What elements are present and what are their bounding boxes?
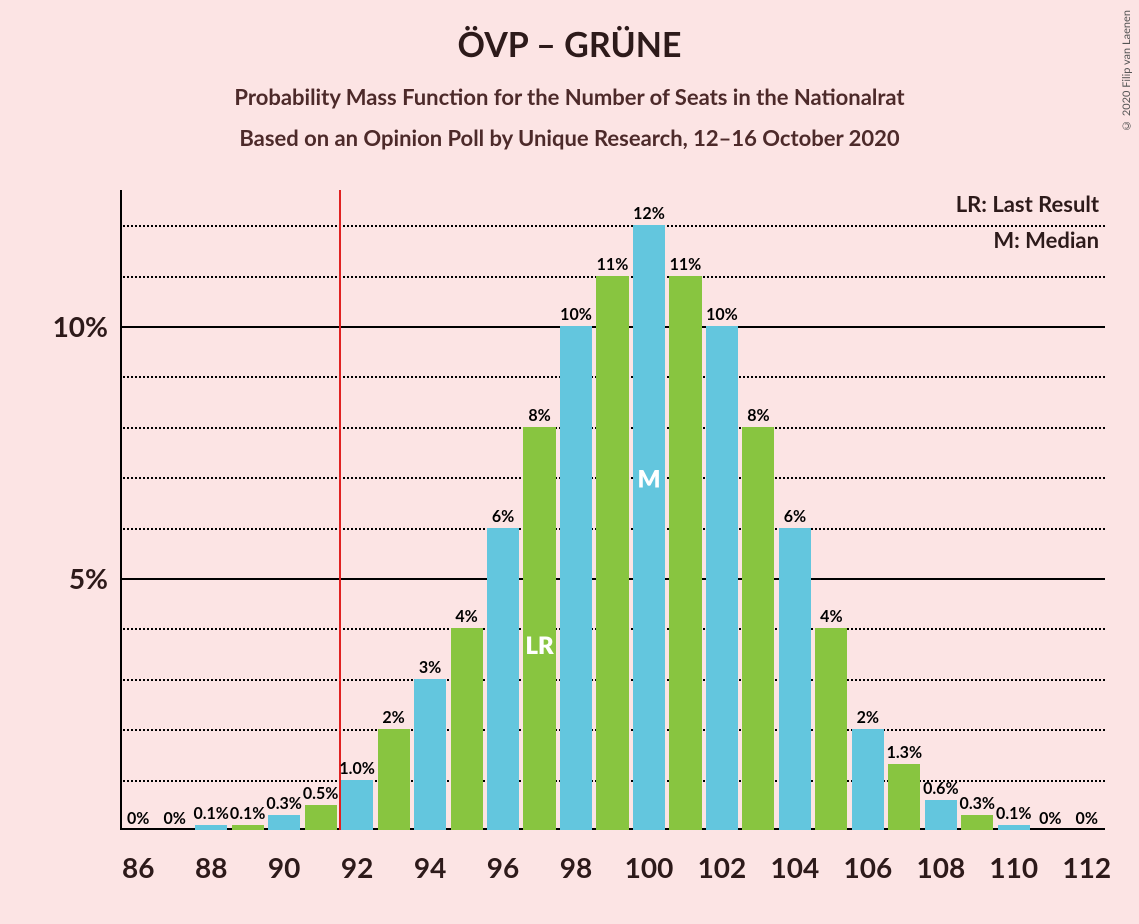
bar-value-label: 0.1% — [230, 804, 265, 825]
bar-value-label: 0% — [1039, 809, 1061, 830]
x-axis-tick-label: 104 — [771, 830, 820, 884]
bar-inner-label: M — [637, 465, 660, 494]
legend-last-result: LR: Last Result — [956, 190, 1099, 217]
bar: 1.0% — [341, 780, 373, 830]
bar: 0.3% — [961, 815, 993, 830]
bar: 1.3% — [888, 764, 920, 830]
bar-value-label: 1.0% — [339, 759, 374, 780]
bar: 6% — [779, 528, 811, 830]
bar: 2% — [378, 729, 410, 830]
bar-value-label: 4% — [820, 607, 842, 628]
bar: 0.3% — [268, 815, 300, 830]
bar-value-label: 2% — [857, 708, 879, 729]
y-axis-line — [120, 190, 122, 830]
bar: 10% — [706, 326, 738, 830]
x-axis-tick-label: 108 — [916, 830, 965, 884]
bar-value-label: 8% — [528, 406, 550, 427]
bar-value-label: 8% — [747, 406, 769, 427]
plot-area: LR: Last Result M: Median 5%10%0%0%0.1%0… — [120, 200, 1105, 830]
x-axis-tick-label: 106 — [843, 830, 892, 884]
bar: 4% — [451, 628, 483, 830]
bar-value-label: 11% — [597, 255, 629, 276]
bar-value-label: 10% — [560, 305, 592, 326]
bar: 12%M — [633, 225, 665, 830]
bar-value-label: 0.1% — [193, 804, 228, 825]
bar: 6% — [487, 528, 519, 830]
x-axis-tick-label: 100 — [625, 830, 674, 884]
bar-value-label: 4% — [455, 607, 477, 628]
bar: 2% — [852, 729, 884, 830]
bar: 8%LR — [523, 427, 555, 830]
bar: 3% — [414, 679, 446, 830]
x-axis-tick-label: 96 — [487, 830, 519, 884]
gridline-minor — [120, 225, 1105, 227]
bar-value-label: 0.5% — [303, 784, 338, 805]
bar-value-label: 0.1% — [996, 804, 1031, 825]
bar: 0.6% — [925, 800, 957, 830]
x-axis-tick-label: 86 — [122, 830, 154, 884]
bar-value-label: 10% — [706, 305, 738, 326]
x-axis-tick-label: 110 — [989, 830, 1038, 884]
bar-value-label: 3% — [419, 658, 441, 679]
chart-subtitle-2: Based on an Opinion Poll by Unique Resea… — [0, 124, 1139, 151]
bar-value-label: 12% — [633, 204, 665, 225]
y-axis-tick-label: 10% — [53, 309, 120, 343]
x-axis-tick-label: 92 — [341, 830, 373, 884]
bar-value-label: 0.3% — [960, 794, 995, 815]
bar-value-label: 0% — [164, 809, 186, 830]
bar-value-label: 2% — [382, 708, 404, 729]
bar: 11% — [596, 276, 628, 830]
bar-value-label: 1.3% — [887, 743, 922, 764]
copyright-text: © 2020 Filip van Laenen — [1120, 10, 1133, 132]
x-axis-tick-label: 88 — [195, 830, 227, 884]
bar: 11% — [669, 276, 701, 830]
bar: 8% — [742, 427, 774, 830]
legend-median: M: Median — [993, 226, 1099, 253]
bar-value-label: 0% — [1076, 809, 1098, 830]
bar-inner-label: LR — [525, 631, 553, 660]
y-axis-tick-label: 5% — [69, 561, 120, 595]
x-axis-tick-label: 90 — [268, 830, 300, 884]
x-axis-tick-label: 102 — [698, 830, 747, 884]
bar-value-label: 0.6% — [923, 779, 958, 800]
chart-container: © 2020 Filip van Laenen ÖVP – GRÜNE Prob… — [0, 0, 1139, 924]
x-axis-tick-label: 98 — [560, 830, 592, 884]
x-axis-tick-label: 94 — [414, 830, 446, 884]
chart-title: ÖVP – GRÜNE — [0, 24, 1139, 65]
chart-subtitle-1: Probability Mass Function for the Number… — [0, 83, 1139, 110]
last-result-line — [339, 190, 341, 830]
bar-value-label: 0% — [127, 809, 149, 830]
bar-value-label: 6% — [784, 507, 806, 528]
bar: 0.1% — [232, 825, 264, 830]
x-axis-tick-label: 112 — [1062, 830, 1111, 884]
bar: 4% — [815, 628, 847, 830]
bar-value-label: 6% — [492, 507, 514, 528]
bar-value-label: 11% — [670, 255, 702, 276]
bar-value-label: 0.3% — [266, 794, 301, 815]
bar: 0.5% — [305, 805, 337, 830]
bar: 10% — [560, 326, 592, 830]
